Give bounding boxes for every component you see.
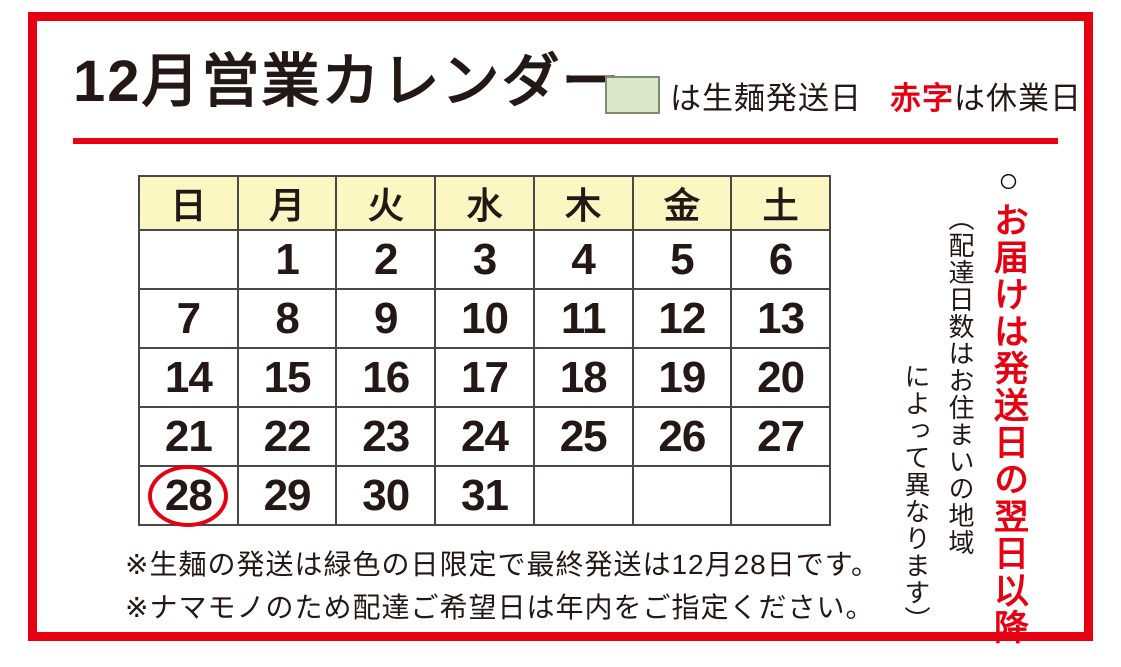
weekday-水: 水 [434,175,535,231]
calendar-week-row: 7 8 9 10 11 12 13 [138,288,831,349]
calendar-empty-cell [138,229,239,290]
calendar-day-7: 7 [138,288,239,349]
calendar-week-row: 14 15 16 17 18 19 20 [138,347,831,408]
calendar-day-27: 27 [730,406,831,467]
calendar-empty-cell [532,465,634,526]
calendar-day-17: 17 [434,347,535,408]
calendar-week-row: 28 29 30 31 [138,464,831,527]
calendar-day-10: 10 [434,288,535,349]
calendar-day-15: 15 [236,347,338,408]
calendar-day-25: 25 [532,406,634,467]
side-note-delivery: ○お届けは発送日の翌日以降 [983,161,1034,646]
circle-bullet-icon: ○ [989,161,1028,202]
calendar-day-9: 9 [335,288,437,349]
calendar-day-29: 29 [236,465,338,526]
calendar-day-11: 11 [532,288,634,349]
calendar-empty-cell [730,465,831,526]
green-swatch-icon [605,76,660,114]
legend-red-term: 赤字 [890,80,954,116]
note-shipping: ※生麺の発送は緑色の日限定で最終発送は12月28日です。 [125,549,880,580]
calendar-day-26: 26 [631,406,733,467]
red-circle-mark-icon [148,464,229,527]
calendar-day-12: 12 [631,288,733,349]
calendar-day-1: 1 [236,229,338,290]
weekday-日: 日 [138,175,239,231]
calendar-day-28: 28 [138,464,239,527]
calendar-day-18: 18 [532,347,634,408]
calendar-day-24: 24 [434,406,535,467]
weekday-header-row: 日月火水木金土 [138,175,831,231]
weekday-金: 金 [631,175,733,231]
calendar-day-8: 8 [236,288,338,349]
calendar-day-16: 16 [335,347,437,408]
legend-red-label: は休業日 [954,80,1082,116]
page-title: 12月営業カレンダー [73,49,622,114]
calendar-day-3: 3 [434,229,535,290]
calendar-day-30: 30 [335,465,437,526]
footnotes: ※生麺の発送は緑色の日限定で最終発送は12月28日です。 ※ナマモノのため配達ご… [125,543,880,629]
side-note-red-text: お届けは発送日の翌日以降 [989,202,1028,646]
weekday-月: 月 [236,175,338,231]
calendar-day-4: 4 [532,229,634,290]
weekday-土: 土 [730,175,831,231]
calendar-empty-cell [631,465,733,526]
calendar-day-2: 2 [335,229,437,290]
calendar-week-row: 21 22 23 24 25 26 27 [138,406,831,467]
legend: は生麺発送日 赤字 は休業日 [605,75,1082,116]
title-underline [73,138,1058,144]
calendar-day-13: 13 [730,288,831,349]
weekday-木: 木 [532,175,634,231]
calendar-day-14: 14 [138,347,239,408]
calendar-day-23: 23 [335,406,437,467]
calendar-day-19: 19 [631,347,733,408]
side-note-paren-line2: によって異なります） [901,363,931,633]
side-note-paren-line1: （配達日数はお住まいの地域 [945,205,975,556]
legend-green-label: は生麺発送日 [670,80,862,116]
weekday-火: 火 [335,175,437,231]
calendar-day-5: 5 [631,229,733,290]
calendar-day-20: 20 [730,347,831,408]
calendar-day-22: 22 [236,406,338,467]
note-delivery: ※ナマモノのため配達ご希望日は年内をご指定ください。 [125,592,875,623]
calendar-day-31: 31 [434,465,535,526]
calendar-table: 日月火水木金土 1 2 3 4 5 6 7 8 9 10 11 12 13 14 15 16 17 18 19 20 2… [138,175,831,527]
calendar-day-6: 6 [730,229,831,290]
calendar-day-21: 21 [138,406,239,467]
